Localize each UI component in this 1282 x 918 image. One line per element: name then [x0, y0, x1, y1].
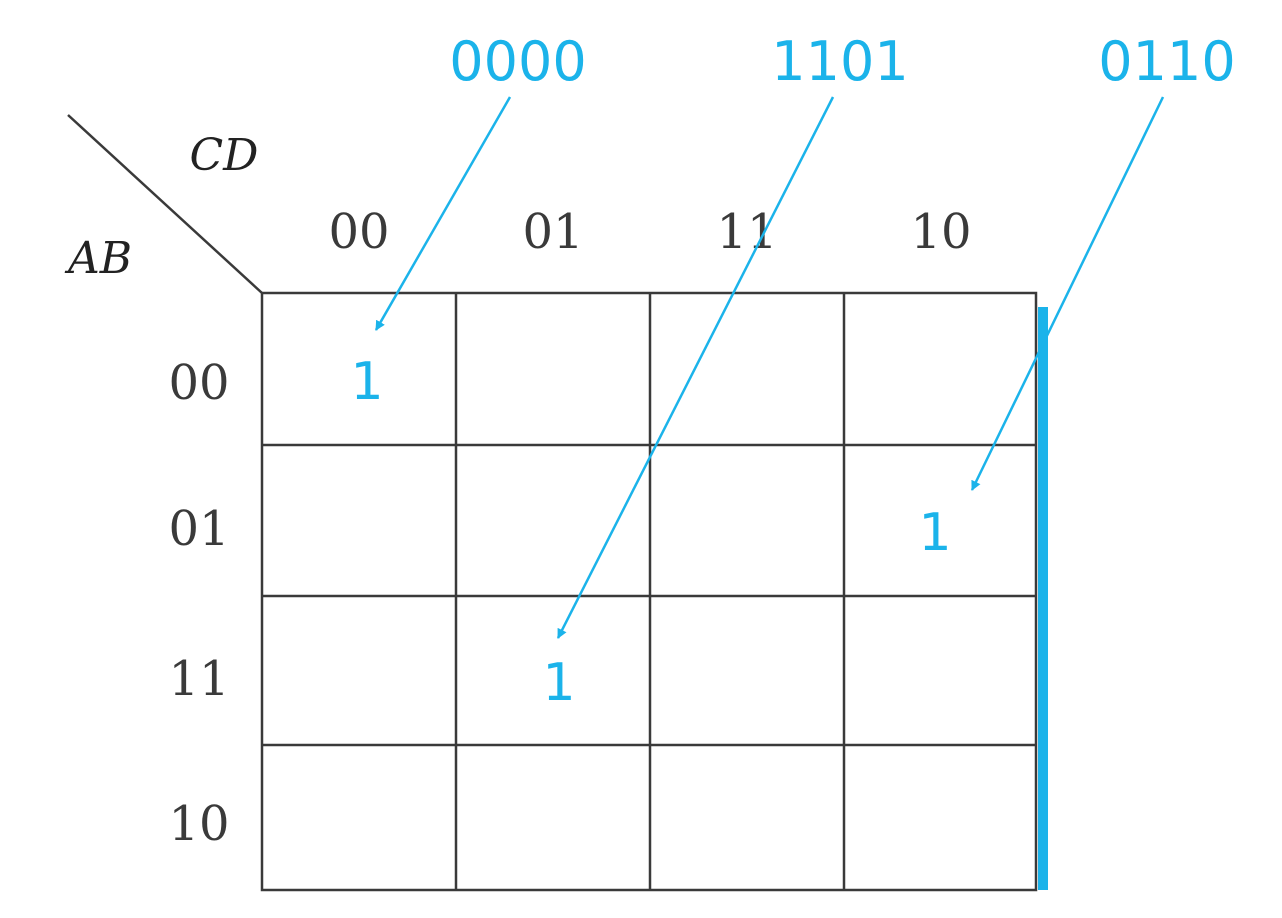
column-variables-label: CD: [190, 130, 259, 181]
cell-value: 1: [542, 653, 575, 713]
row-labels: 00 01 11 10: [168, 355, 229, 852]
annotation-arrow: [374, 96, 512, 331]
column-label: 10: [910, 204, 971, 260]
column-label: 11: [716, 204, 777, 260]
annotation-arrow: [556, 96, 835, 639]
kmap-cells: 1 1 1: [350, 352, 951, 713]
cell-value: 1: [918, 503, 951, 563]
row-label: 11: [168, 651, 229, 707]
annotation-arrow: [970, 96, 1165, 491]
column-label: 00: [328, 204, 389, 260]
annotation-label: 0110: [1098, 30, 1235, 93]
annotation-label: 1101: [771, 30, 908, 93]
corner-diagonal-line: [67, 114, 263, 294]
annotation-arrows: [374, 96, 1165, 639]
cell-value: 1: [350, 352, 383, 412]
row-variables-label: AB: [64, 233, 132, 284]
right-edge-highlight-bar: [1038, 307, 1048, 890]
annotation-label: 0000: [449, 30, 586, 93]
annotation-labels: 0000 1101 0110: [449, 30, 1235, 93]
row-label: 01: [168, 501, 229, 557]
column-labels: 00 01 11 10: [328, 204, 971, 260]
column-label: 01: [522, 204, 583, 260]
kmap-grid: [260, 291, 1038, 892]
row-label: 00: [168, 355, 229, 411]
row-label: 10: [168, 796, 229, 852]
